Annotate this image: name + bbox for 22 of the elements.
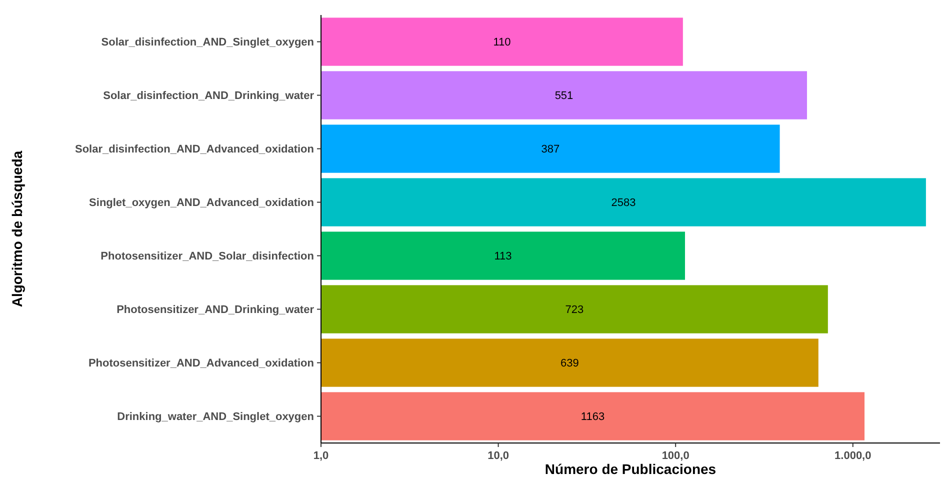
data-label: 551 <box>554 90 574 102</box>
data-label: 110 <box>493 36 511 49</box>
y-tick-label: Photosensitizer_AND_Advanced_oxidation <box>88 358 314 370</box>
y-tick-label: Photosensitizer_AND_Solar_disinfection <box>100 250 314 263</box>
y-tick-label: Drinking_water_AND_Singlet_oxygen <box>117 411 314 424</box>
x-tick-label: 10,0 <box>488 450 510 462</box>
x-tick-label: 1.000,0 <box>834 450 872 462</box>
data-label: 639 <box>560 358 579 370</box>
y-tick-label: Photosensitizer_AND_Drinking_water <box>116 304 315 316</box>
data-label: 1163 <box>580 411 605 424</box>
data-label: 2583 <box>611 197 636 210</box>
x-tick-label: 100,0 <box>662 450 690 462</box>
y-tick-label: Solar_disinfection_AND_Singlet_oxygen <box>101 36 314 49</box>
x-tick-label: 1,0 <box>313 450 329 462</box>
y-axis-title: Algoritmo de búsqueda <box>9 150 25 308</box>
y-tick-label: Singlet_oxygen_AND_Advanced_oxidation <box>89 197 314 210</box>
data-label: 723 <box>565 304 584 316</box>
data-label: 113 <box>494 250 512 263</box>
data-label: 387 <box>541 144 560 156</box>
x-axis-title: Número de Publicaciones <box>544 461 716 477</box>
y-tick-label: Solar_disinfection_AND_Advanced_oxidation <box>75 144 314 156</box>
y-tick-label: Solar_disinfection_AND_Drinking_water <box>103 90 315 102</box>
